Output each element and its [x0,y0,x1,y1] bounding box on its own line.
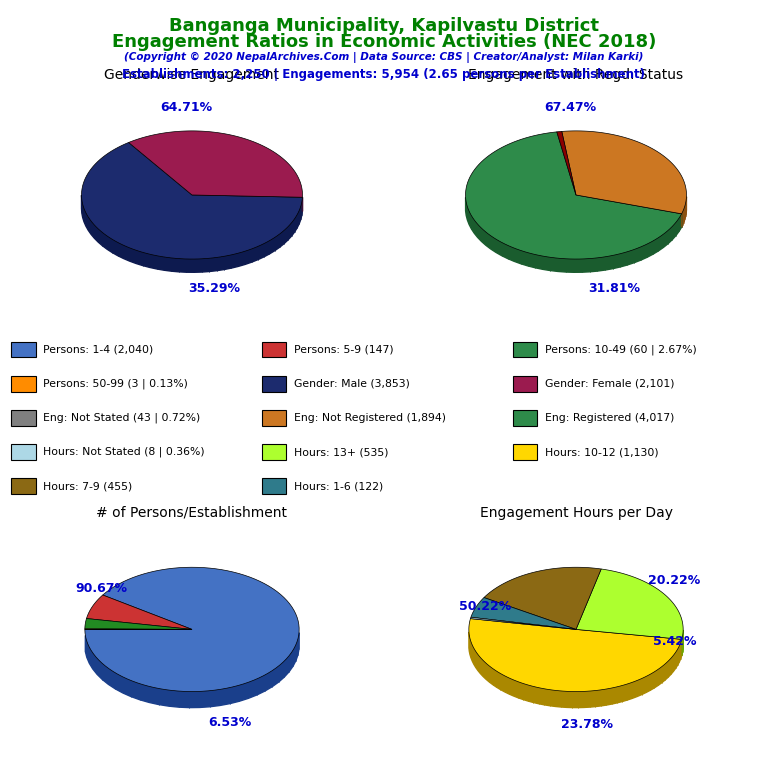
Title: # of Persons/Establishment: # of Persons/Establishment [97,505,287,520]
Polygon shape [85,633,299,707]
Text: Gender: Male (3,853): Gender: Male (3,853) [294,379,410,389]
Text: Persons: 5-9 (147): Persons: 5-9 (147) [294,345,393,355]
Polygon shape [128,131,303,197]
Text: Eng: Not Stated (43 | 0.72%): Eng: Not Stated (43 | 0.72%) [43,412,200,423]
Polygon shape [484,568,601,630]
Bar [12,410,35,425]
Bar [513,444,538,459]
Polygon shape [471,617,576,630]
Bar [513,410,538,425]
Text: Hours: 13+ (535): Hours: 13+ (535) [294,447,389,457]
Polygon shape [84,568,299,691]
Text: 5.42%: 5.42% [653,635,697,648]
Title: Engagement Hours per Day: Engagement Hours per Day [479,505,673,520]
Text: Establishments: 2,250 | Engagements: 5,954 (2.65 persons per Establishment): Establishments: 2,250 | Engagements: 5,9… [123,68,645,81]
Bar [263,342,286,357]
Polygon shape [576,569,684,639]
Polygon shape [682,197,687,227]
Text: Hours: 1-6 (122): Hours: 1-6 (122) [294,481,383,491]
Text: 67.47%: 67.47% [545,101,597,114]
Text: 64.71%: 64.71% [161,101,213,114]
Text: (Copyright © 2020 NepalArchives.Com | Data Source: CBS | Creator/Analyst: Milan : (Copyright © 2020 NepalArchives.Com | Da… [124,51,644,62]
Text: Persons: 50-99 (3 | 0.13%): Persons: 50-99 (3 | 0.13%) [43,379,188,389]
Polygon shape [561,131,687,214]
Bar [12,444,35,459]
Polygon shape [682,630,684,655]
Text: Engagement Ratios in Economic Activities (NEC 2018): Engagement Ratios in Economic Activities… [112,33,656,51]
Text: 90.67%: 90.67% [75,582,127,595]
Text: 20.22%: 20.22% [648,574,700,588]
Text: Hours: 7-9 (455): Hours: 7-9 (455) [43,481,132,491]
Text: Hours: 10-12 (1,130): Hours: 10-12 (1,130) [545,447,658,457]
Bar [12,478,35,494]
Title: Engagement with Regd. Status: Engagement with Regd. Status [468,68,684,82]
Text: 23.78%: 23.78% [561,718,613,731]
Text: 50.22%: 50.22% [458,600,511,613]
Polygon shape [465,197,682,273]
Polygon shape [81,195,303,273]
Text: Eng: Not Registered (1,894): Eng: Not Registered (1,894) [294,413,446,423]
Polygon shape [469,632,682,707]
Bar [12,342,35,357]
Bar [263,410,286,425]
Polygon shape [471,598,576,630]
Text: Hours: Not Stated (8 | 0.36%): Hours: Not Stated (8 | 0.36%) [43,447,205,457]
Text: Eng: Registered (4,017): Eng: Registered (4,017) [545,413,674,423]
Text: 31.81%: 31.81% [588,282,641,295]
Polygon shape [84,618,192,630]
Title: Genderwise Engagement: Genderwise Engagement [104,68,280,82]
Bar [513,342,538,357]
Polygon shape [557,131,576,195]
Polygon shape [468,618,682,691]
Bar [12,376,35,392]
Bar [513,376,538,392]
Text: Gender: Female (2,101): Gender: Female (2,101) [545,379,674,389]
Text: Persons: 10-49 (60 | 2.67%): Persons: 10-49 (60 | 2.67%) [545,345,697,355]
Polygon shape [465,132,682,259]
Polygon shape [87,595,192,630]
Text: 6.53%: 6.53% [208,716,251,729]
Text: Banganga Municipality, Kapilvastu District: Banganga Municipality, Kapilvastu Distri… [169,17,599,35]
Bar [263,376,286,392]
Polygon shape [81,143,303,259]
Text: Persons: 1-4 (2,040): Persons: 1-4 (2,040) [43,345,154,355]
Bar [263,478,286,494]
Text: 35.29%: 35.29% [188,282,240,295]
Bar [263,444,286,459]
